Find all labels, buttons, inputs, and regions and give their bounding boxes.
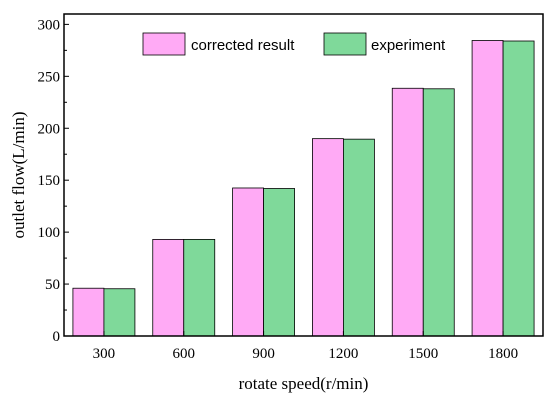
x-tick-label: 1200 [328,346,358,362]
bar-experiment-1500 [422,88,455,337]
x-tick-label: 1800 [488,346,518,362]
legend: corrected result experiment [142,32,446,56]
x-axis-title: rotate speed(r/min) [239,374,369,393]
y-tick-label: 0 [53,329,61,345]
y-tick-label: 300 [38,17,61,33]
x-tick-label: 900 [252,346,275,362]
legend-label-experiment: experiment [371,37,446,54]
bar-experiment-300 [103,288,136,337]
bar-experiment-600 [183,238,216,337]
bar-corrected-result-600 [152,238,185,337]
x-tick-label: 1500 [408,346,438,362]
y-tick-label: 250 [38,69,61,85]
y-tick-label: 200 [38,121,61,137]
legend-swatch-experiment [323,32,367,56]
bar-experiment-900 [263,188,295,337]
x-tick-label: 600 [173,346,196,362]
bar-corrected-result-1800 [471,40,504,337]
bars-layer [72,40,535,337]
y-axis: 0 50 100 150 200 250 300 [38,17,69,345]
x-tick-label: 300 [93,346,116,362]
plot-frame [63,13,544,337]
y-tick-label: 100 [38,225,61,241]
bar-corrected-result-300 [72,287,105,337]
legend-label-corrected-result: corrected result [191,37,295,54]
y-tick-label: 50 [45,277,60,293]
bar-corrected-result-900 [232,187,264,337]
bar-corrected-result-1200 [312,138,344,337]
bar-corrected-result-1500 [391,87,424,337]
y-tick-label: 150 [38,173,61,189]
x-axis: 300 600 900 1200 1500 1800 [93,331,518,362]
bar-experiment-1800 [502,40,535,337]
bar-experiment-1200 [343,138,375,337]
legend-swatch-corrected-result [142,32,186,56]
y-axis-title: outlet flow(L/min) [9,111,28,238]
